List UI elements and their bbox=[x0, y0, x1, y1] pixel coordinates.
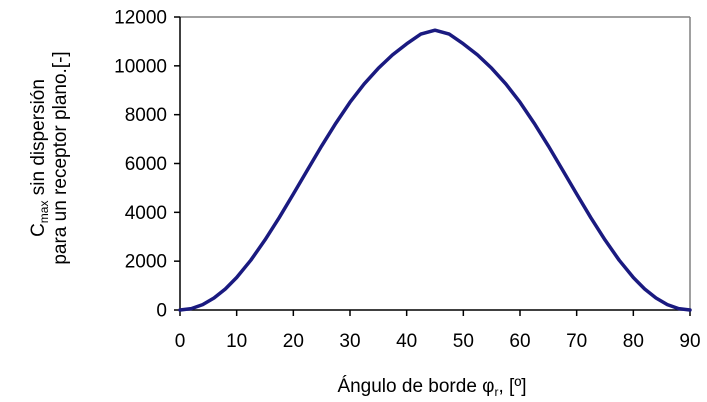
x-tick-label: 90 bbox=[679, 331, 700, 352]
x-tick-label: 10 bbox=[226, 331, 247, 352]
y-tick-label: 4000 bbox=[125, 203, 167, 224]
y-tick-label: 6000 bbox=[125, 154, 167, 175]
y-tick-label: 10000 bbox=[114, 56, 167, 77]
series-line-0 bbox=[178, 28, 692, 312]
y-tick-label: 0 bbox=[156, 301, 167, 322]
x-tick-label: 50 bbox=[453, 331, 474, 352]
y-tick-label: 2000 bbox=[125, 252, 167, 273]
y-axis-label-line2: para un receptor plano.[-] bbox=[50, 51, 71, 264]
x-tick-label: 20 bbox=[283, 331, 304, 352]
x-axis-label: Ángulo de borde φr, [º] bbox=[337, 376, 526, 399]
y-tick-label: 8000 bbox=[125, 105, 167, 126]
x-tick-label: 0 bbox=[175, 331, 186, 352]
y-axis-label-line1: Cmax sin dispersión bbox=[28, 79, 51, 237]
y-tick-label: 12000 bbox=[114, 8, 167, 29]
x-tick-label: 40 bbox=[396, 331, 417, 352]
x-tick-label: 70 bbox=[566, 331, 587, 352]
x-tick-label: 60 bbox=[509, 331, 530, 352]
x-tick-label: 30 bbox=[339, 331, 360, 352]
x-tick-label: 80 bbox=[623, 331, 644, 352]
